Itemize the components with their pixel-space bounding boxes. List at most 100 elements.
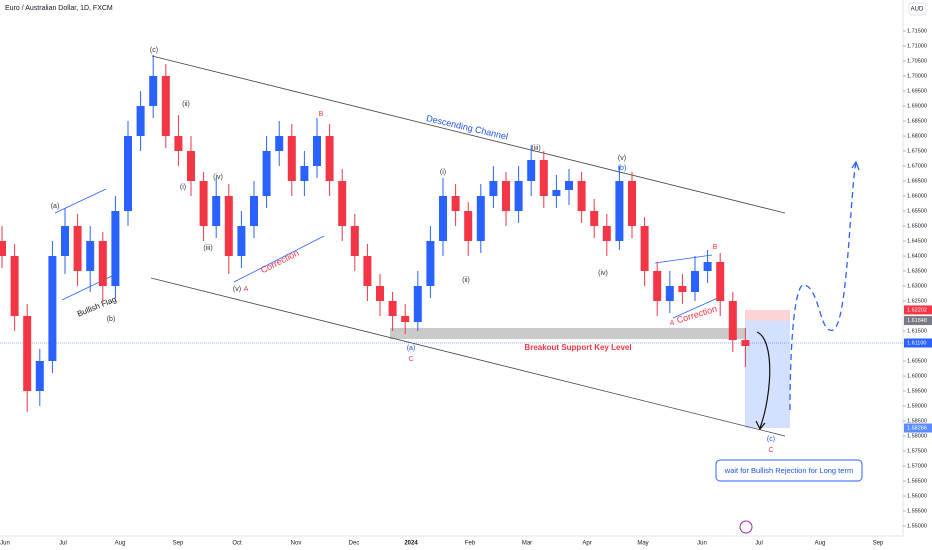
x-tick-label: Aug — [815, 541, 826, 547]
candle-body — [728, 301, 737, 340]
projection-arrow — [851, 160, 860, 171]
candle-body — [300, 166, 309, 181]
forecast-arrow-head — [755, 420, 766, 431]
x-tick-label: 2024 — [404, 541, 418, 547]
candle-body — [275, 136, 284, 151]
y-tick-label: 1.66500 — [907, 178, 927, 184]
price-marker-box — [904, 305, 932, 315]
annotation: B — [713, 244, 718, 251]
candle-body — [716, 262, 725, 301]
candle-body — [111, 211, 120, 286]
y-tick-label: 1.67500 — [907, 148, 927, 154]
candle-body — [35, 361, 44, 391]
x-tick-label: Sep — [173, 541, 184, 547]
annotation: Breakout Support Key Level — [524, 343, 631, 352]
y-tick-label: 1.55000 — [907, 523, 927, 529]
y-tick-label: 1.71000 — [907, 43, 927, 49]
candle-body — [703, 262, 712, 271]
candle-body — [376, 286, 384, 301]
y-tick-label: 1.71500 — [907, 28, 927, 34]
candle-body — [741, 340, 750, 346]
candle-body — [224, 196, 233, 256]
y-tick-label: 1.60000 — [907, 373, 927, 379]
y-tick-label: 1.63500 — [907, 268, 927, 274]
x-tick-label: Jul — [59, 541, 67, 547]
x-tick-label: Dec — [349, 541, 360, 547]
candle-body — [199, 181, 208, 226]
candle-body — [10, 256, 19, 316]
candle-body — [262, 151, 271, 196]
annotation: (b) — [618, 165, 627, 172]
y-tick-label: 1.57500 — [907, 448, 927, 454]
event-icon — [739, 520, 753, 534]
y-tick-label: 1.70500 — [907, 58, 927, 64]
candle-body — [476, 196, 485, 241]
y-tick-label: 1.65500 — [907, 208, 927, 214]
candle-body — [48, 256, 57, 361]
candle-body — [136, 106, 145, 136]
y-tick-label: 1.57000 — [907, 463, 927, 469]
price-marker-label: 1.61100 — [907, 340, 926, 346]
chart-title: Euro / Australian Dollar, 1D, FXCM — [5, 5, 113, 12]
y-tick-label: 1.68500 — [907, 118, 927, 124]
candle-body — [439, 196, 447, 241]
annotation: (ii) — [462, 277, 470, 284]
correction-line — [233, 235, 325, 283]
stop-zone — [745, 309, 790, 321]
x-tick-label: Jun — [697, 541, 707, 547]
candle-body — [287, 136, 296, 181]
candle-body — [187, 151, 195, 181]
y-tick-label: 1.65000 — [907, 223, 927, 229]
price-marker-box — [904, 423, 932, 433]
support-zone — [390, 328, 745, 339]
candle-body — [0, 241, 6, 256]
candle-body — [388, 301, 397, 316]
candle-body — [426, 241, 435, 286]
candle-body — [565, 181, 573, 190]
candle-body — [451, 196, 460, 211]
annotation: (v) — [233, 286, 241, 293]
annotation: (a) — [51, 203, 60, 210]
annotation: C — [408, 356, 413, 363]
y-tick-label: 1.68000 — [907, 133, 927, 139]
y-tick-label: 1.61500 — [907, 328, 927, 334]
y-tick-label: 1.70000 — [907, 73, 927, 79]
price-marker-label: 1.61848 — [907, 318, 927, 324]
y-tick-label: 1.62500 — [907, 298, 927, 304]
annotation: (a) — [407, 345, 416, 352]
candle-body — [691, 271, 699, 292]
candle-body — [23, 316, 32, 391]
candle-body — [149, 76, 158, 106]
x-tick-label: May — [637, 541, 648, 547]
annotation: (iv) — [598, 270, 608, 277]
y-tick-label: 1.64000 — [907, 253, 927, 259]
x-tick-label: Jul — [755, 541, 763, 547]
y-tick-label: 1.58000 — [907, 433, 927, 439]
y-tick-label: 1.55500 — [907, 508, 927, 514]
candle-body — [363, 256, 372, 286]
y-tick-label: 1.63000 — [907, 283, 927, 289]
y-tick-label: 1.64500 — [907, 238, 927, 244]
correction-line — [672, 296, 721, 319]
candle-body — [61, 226, 69, 256]
flag-line — [54, 188, 107, 214]
annotation: (iv) — [213, 174, 223, 181]
candle-body — [577, 181, 586, 211]
candle-body — [338, 181, 347, 226]
target-zone — [745, 320, 790, 429]
candle-body — [124, 136, 132, 211]
y-tick-label: 1.66000 — [907, 193, 927, 199]
y-tick-label: 1.58500 — [907, 418, 927, 424]
candle-body — [161, 76, 170, 136]
annotation: (i) — [440, 169, 446, 176]
candle-body — [514, 181, 523, 211]
candle-body — [615, 181, 624, 241]
annotation: C — [768, 447, 773, 454]
projection-path — [789, 162, 857, 411]
currency-label: AUD — [911, 7, 924, 13]
annotation: (b) — [107, 316, 116, 323]
annotation: (i) — [180, 184, 186, 191]
candle-body — [602, 226, 611, 241]
candles — [0, 55, 750, 412]
